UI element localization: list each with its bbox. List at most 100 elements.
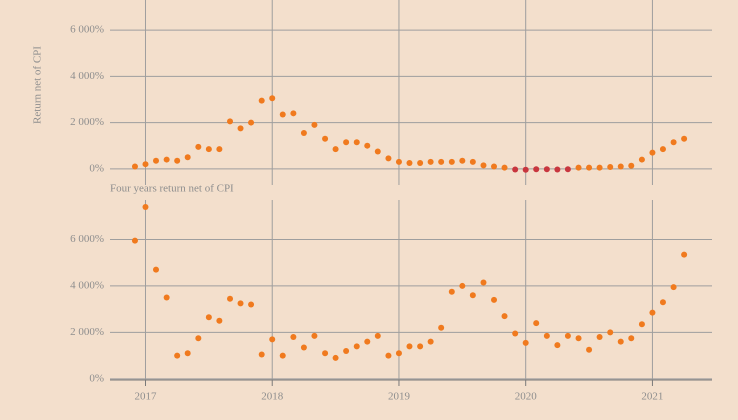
- data-point: [227, 295, 234, 302]
- y-tick-label: 2 000%: [70, 326, 104, 338]
- data-point: [174, 157, 181, 164]
- data-point: [131, 163, 138, 170]
- data-point: [353, 343, 360, 350]
- data-point: [248, 301, 255, 308]
- data-point: [575, 164, 582, 171]
- data-point: [258, 351, 265, 358]
- data-point: [522, 166, 529, 173]
- data-point: [131, 237, 138, 244]
- data-point: [364, 142, 371, 149]
- data-point: [300, 344, 307, 351]
- data-point: [543, 332, 550, 339]
- y-tick-label: 2 000%: [70, 116, 104, 128]
- data-point: [659, 146, 666, 153]
- data-point: [406, 343, 413, 350]
- x-tick-label: 2021: [641, 391, 663, 403]
- data-point: [195, 143, 202, 150]
- data-point: [364, 338, 371, 345]
- data-point: [395, 350, 402, 357]
- data-point: [343, 139, 350, 146]
- data-point: [216, 146, 223, 153]
- data-point: [554, 342, 561, 349]
- data-point: [554, 166, 561, 173]
- data-point: [163, 294, 170, 301]
- y-tick-label: 0%: [89, 162, 104, 174]
- data-point: [512, 166, 519, 173]
- data-point: [628, 162, 635, 169]
- data-point: [480, 279, 487, 286]
- data-point: [491, 296, 498, 303]
- data-point: [258, 97, 265, 104]
- data-point: [649, 149, 656, 156]
- data-point: [385, 155, 392, 162]
- data-point: [205, 314, 212, 321]
- data-point: [269, 336, 276, 343]
- data-point: [575, 335, 582, 342]
- y-tick-label: 4 000%: [70, 70, 104, 82]
- data-point: [469, 292, 476, 299]
- data-point: [607, 163, 614, 170]
- data-point: [596, 164, 603, 171]
- x-tick-label: 2017: [134, 391, 157, 403]
- data-point: [279, 352, 286, 359]
- data-point: [564, 332, 571, 339]
- data-point: [469, 158, 476, 165]
- data-point: [459, 157, 466, 164]
- data-point: [501, 164, 508, 171]
- data-point: [153, 266, 160, 273]
- data-point: [385, 352, 392, 359]
- data-point: [300, 129, 307, 136]
- data-point: [332, 146, 339, 153]
- data-point: [216, 317, 223, 324]
- data-point: [248, 119, 255, 126]
- data-point: [586, 346, 593, 353]
- data-point: [512, 330, 519, 337]
- data-point: [427, 338, 434, 345]
- data-point: [406, 160, 413, 167]
- data-point: [153, 157, 160, 164]
- data-point: [427, 158, 434, 165]
- data-point: [395, 158, 402, 165]
- data-point: [659, 299, 666, 306]
- data-point: [269, 95, 276, 102]
- data-point: [533, 320, 540, 327]
- data-point: [438, 158, 445, 165]
- data-point: [142, 161, 149, 168]
- data-point: [322, 135, 329, 142]
- data-point: [543, 166, 550, 173]
- data-point: [681, 135, 688, 142]
- data-point: [374, 332, 381, 339]
- data-point: [374, 148, 381, 155]
- data-point: [322, 350, 329, 357]
- data-point: [353, 139, 360, 146]
- data-point: [491, 163, 498, 170]
- data-point: [184, 350, 191, 357]
- y-tick-label: 6 000%: [70, 24, 104, 36]
- data-point: [237, 300, 244, 307]
- x-tick-label: 2020: [515, 391, 538, 403]
- data-point: [142, 203, 149, 210]
- data-point: [501, 313, 508, 320]
- data-point: [586, 164, 593, 171]
- data-point: [670, 139, 677, 146]
- data-point: [649, 309, 656, 316]
- data-point: [617, 338, 624, 345]
- panel-title: Four years return net of CPI: [110, 183, 234, 195]
- data-point: [174, 352, 181, 359]
- data-point: [417, 160, 424, 167]
- data-point: [311, 121, 318, 128]
- x-tick-label: 2019: [388, 391, 411, 403]
- data-point: [332, 354, 339, 361]
- data-point: [596, 334, 603, 341]
- data-point: [290, 110, 297, 117]
- data-point: [184, 154, 191, 161]
- data-point: [417, 343, 424, 350]
- data-point: [343, 347, 350, 354]
- data-point: [681, 251, 688, 258]
- data-point: [163, 156, 170, 163]
- x-tick-label: 2018: [261, 391, 284, 403]
- data-point: [227, 118, 234, 125]
- data-point: [564, 166, 571, 173]
